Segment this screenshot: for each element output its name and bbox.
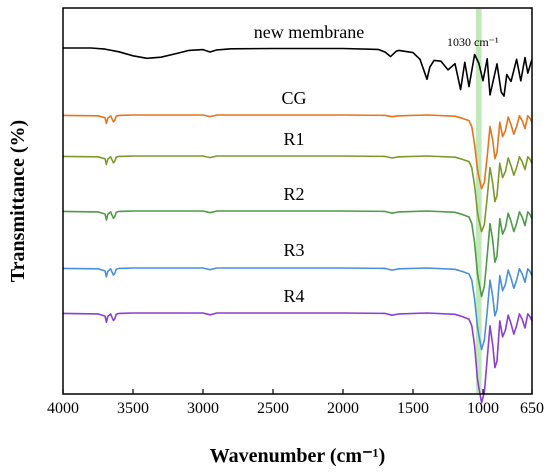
x-tick-label: 1000: [467, 400, 499, 417]
x-tick-layer: 4000 3500 3000 2500 2000 1500 1000 650: [47, 389, 544, 417]
series-label-r2: R2: [283, 184, 304, 204]
x-tick-label: 3500: [117, 400, 149, 417]
x-tick-label: 4000: [47, 400, 79, 417]
series-label-new-membrane: new membrane: [254, 22, 364, 42]
series-label-r4: R4: [283, 286, 304, 306]
x-tick-label: 2000: [327, 400, 359, 417]
x-tick-label: 1500: [397, 400, 429, 417]
series-line-r2: [62, 210, 533, 298]
series-label-r1: R1: [283, 129, 304, 149]
series-line-r1: [62, 155, 533, 233]
x-tick-label: 650: [520, 400, 544, 417]
x-axis-title: Wavenumber (cm⁻¹): [210, 445, 386, 467]
series-line-cg: [62, 114, 533, 190]
series-line-new-membrane: [63, 47, 533, 97]
series-label-r3: R3: [283, 240, 304, 260]
series-label-cg: CG: [281, 88, 306, 108]
annotation-1030: 1030 cm⁻¹: [447, 35, 499, 49]
x-tick-label: 3000: [187, 400, 219, 417]
highlight-band-1030: [476, 9, 482, 393]
y-axis-title: Transmittance (%): [7, 120, 29, 282]
plot-frame: [62, 7, 533, 395]
series-layer: [62, 47, 533, 404]
series-line-r3: [62, 267, 533, 351]
series-label-layer: new membrane CG R1 R2 R3 R4: [254, 22, 364, 306]
series-line-r4: [62, 312, 533, 404]
x-tick-label: 2500: [257, 400, 289, 417]
